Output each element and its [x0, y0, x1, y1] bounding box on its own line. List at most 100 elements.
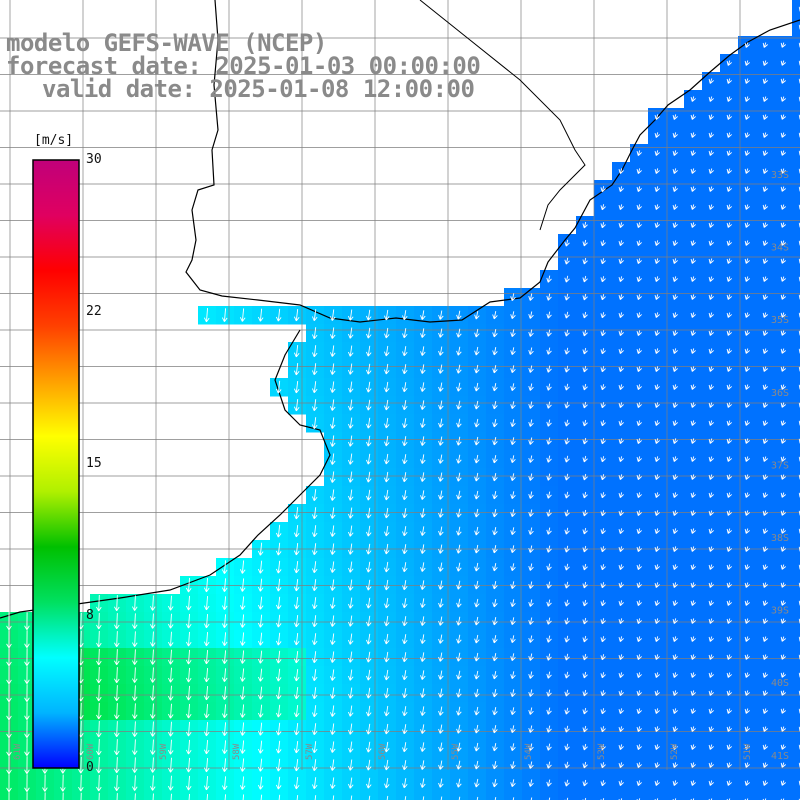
wind-arrow	[438, 364, 444, 374]
wind-arrow	[582, 365, 588, 373]
wind-arrow	[78, 756, 84, 774]
wind-arrow	[690, 132, 696, 138]
forecast-date: forecast date: 2025-01-03 00:00:00	[6, 52, 481, 80]
wind-arrow	[420, 526, 426, 536]
wind-arrow	[329, 399, 336, 411]
longitude-label: 54W	[524, 743, 534, 760]
wind-arrow	[780, 492, 787, 498]
wind-arrow	[672, 510, 678, 516]
wind-arrow	[149, 685, 156, 701]
wind-arrow	[546, 527, 552, 535]
wind-arrow	[780, 348, 787, 354]
wind-arrow	[744, 708, 751, 714]
wind-arrow	[618, 312, 624, 318]
colorbar	[32, 159, 80, 769]
wind-cell	[792, 504, 800, 523]
wind-arrow	[654, 186, 660, 192]
wind-arrow	[348, 327, 354, 339]
wind-arrow	[546, 293, 552, 301]
wind-arrow	[329, 777, 336, 789]
wind-arrow	[293, 632, 300, 646]
wind-arrow	[402, 562, 408, 573]
wind-arrow	[348, 561, 354, 573]
wind-arrow	[654, 546, 660, 552]
wind-cell	[774, 792, 793, 800]
wind-arrow	[582, 797, 587, 800]
wind-arrow	[708, 618, 714, 624]
wind-arrow	[438, 490, 444, 500]
wind-arrow	[149, 631, 156, 647]
wind-arrow	[42, 774, 48, 792]
wind-arrow	[26, 792, 28, 800]
wind-arrow	[456, 328, 462, 338]
wind-arrow	[690, 636, 696, 642]
wind-arrow	[492, 563, 498, 572]
wind-arrow	[636, 618, 642, 624]
wind-arrow	[672, 366, 678, 372]
wind-arrow	[293, 344, 300, 358]
wind-arrow	[311, 561, 318, 574]
wind-arrow	[636, 240, 642, 246]
wind-arrow	[780, 600, 787, 606]
wind-arrow	[654, 690, 660, 696]
wind-arrow	[654, 618, 660, 624]
wind-arrow	[780, 150, 787, 156]
wind-arrow	[672, 564, 678, 570]
wind-arrow	[132, 667, 138, 683]
wind-arrow	[311, 633, 318, 646]
wind-arrow	[636, 690, 642, 696]
wind-cell	[792, 234, 800, 253]
wind-arrow	[780, 690, 787, 696]
wind-arrow	[690, 402, 696, 408]
wind-arrow	[726, 240, 732, 246]
wind-cell	[612, 792, 631, 800]
wind-arrow	[510, 635, 516, 644]
wind-arrow	[402, 580, 408, 591]
wind-arrow	[311, 597, 318, 610]
wind-cell	[468, 792, 487, 800]
wind-arrow	[132, 595, 138, 611]
wind-cell	[792, 450, 800, 469]
wind-arrow	[456, 634, 462, 644]
wind-arrow	[600, 384, 606, 391]
wind-cell	[792, 252, 800, 271]
wind-arrow	[528, 743, 534, 751]
wind-arrow	[366, 417, 372, 429]
wind-arrow	[438, 400, 444, 410]
wind-arrow	[366, 327, 372, 339]
wind-arrow	[438, 580, 444, 590]
wind-arrow	[420, 472, 426, 482]
wind-arrow	[780, 240, 787, 246]
wind-arrow	[600, 330, 606, 337]
wind-arrow	[744, 744, 751, 750]
wind-arrow	[293, 506, 300, 520]
wind-arrow	[329, 327, 336, 339]
wind-arrow	[654, 582, 660, 588]
wind-arrow	[366, 669, 372, 681]
wind-arrow	[780, 510, 787, 516]
wind-arrow	[744, 294, 751, 300]
wind-arrow	[384, 435, 390, 447]
wind-arrow	[348, 741, 354, 753]
wind-arrow	[708, 492, 714, 498]
wind-arrow	[114, 757, 120, 774]
wind-arrow	[311, 777, 318, 790]
wind-arrow	[8, 792, 10, 800]
wind-arrow	[636, 726, 642, 732]
wind-arrow	[672, 150, 678, 156]
wind-arrow	[672, 438, 678, 444]
wind-arrow	[636, 456, 642, 462]
wind-arrow	[708, 690, 714, 696]
wind-arrow	[114, 721, 120, 738]
wind-cell	[792, 270, 800, 289]
wind-arrow	[654, 168, 660, 174]
wind-arrow	[456, 472, 462, 482]
wind-arrow	[348, 651, 354, 663]
wind-arrow	[384, 327, 390, 339]
wind-arrow	[221, 308, 228, 322]
wind-arrow	[582, 581, 588, 589]
wind-arrow	[314, 795, 317, 800]
wind-arrow	[690, 348, 696, 354]
wind-cell	[792, 486, 800, 505]
wind-arrow	[366, 633, 372, 645]
